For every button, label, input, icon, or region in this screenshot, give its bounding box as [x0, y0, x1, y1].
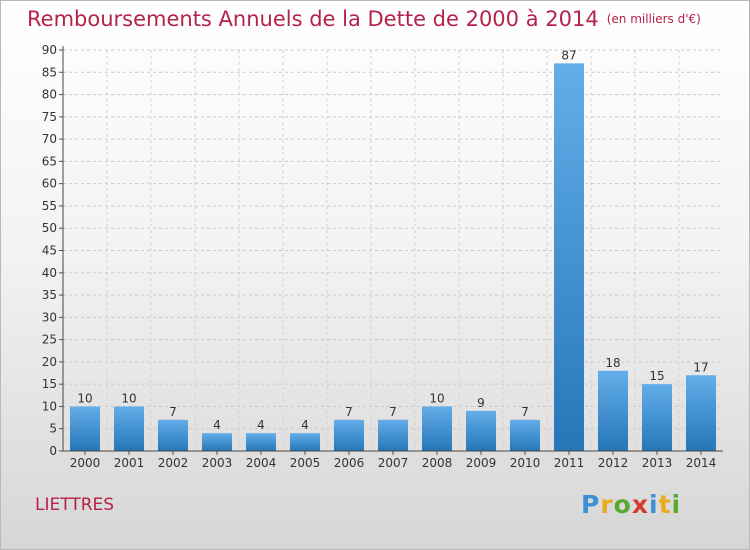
data-label-2012: 18 [605, 356, 620, 370]
logo-letter: i [671, 490, 682, 519]
chart-title: Remboursements Annuels de la Dette de 20… [27, 7, 701, 31]
data-label-2009: 9 [477, 396, 485, 410]
data-label-2008: 10 [429, 391, 444, 405]
y-tick-label: 15 [42, 377, 57, 391]
bar-2010 [510, 419, 540, 451]
logo-letter: x [631, 490, 649, 519]
logo-letter: P [581, 490, 601, 519]
x-tick-label-2008: 2008 [422, 456, 453, 470]
bar-2011 [554, 63, 584, 451]
x-tick-label-2002: 2002 [158, 456, 189, 470]
data-label-2003: 4 [213, 418, 221, 432]
chart-unit: (en milliers d'€) [606, 12, 701, 26]
commune-name: LIETTRES [35, 495, 115, 515]
data-label-2007: 7 [389, 405, 397, 419]
chart-title-text: Remboursements Annuels de la Dette de 20… [27, 7, 599, 31]
axis-layer: 0 5 10 15 20 25 30 35 40 45 50 55 60 65 70 75 80 85 90 2000… [42, 43, 723, 470]
data-label-2014: 17 [693, 360, 708, 374]
bar-2007 [378, 419, 408, 451]
y-tick-label: 60 [42, 177, 57, 191]
y-tick-label: 5 [49, 422, 57, 436]
bar-2009 [466, 410, 496, 451]
bar-2013 [642, 384, 672, 451]
y-tick-label: 50 [42, 221, 57, 235]
y-tick-label: 75 [42, 110, 57, 124]
y-tick-label: 65 [42, 154, 57, 168]
x-tick-label-2013: 2013 [642, 456, 673, 470]
bar-2006 [334, 419, 364, 451]
data-label-2004: 4 [257, 418, 265, 432]
data-label-2005: 4 [301, 418, 309, 432]
bar-2003 [202, 433, 232, 451]
x-tick-label-2000: 2000 [70, 456, 101, 470]
x-tick-label-2012: 2012 [598, 456, 629, 470]
data-label-2011: 87 [561, 48, 576, 62]
y-tick-label: 45 [42, 244, 57, 258]
y-tick-label: 70 [42, 132, 57, 146]
bar-2001 [114, 406, 144, 451]
x-tick-label-2005: 2005 [290, 456, 321, 470]
y-tick-label: 0 [49, 444, 57, 458]
y-tick-label: 20 [42, 355, 57, 369]
y-tick-label: 40 [42, 266, 57, 280]
bar-layer [70, 63, 716, 451]
y-tick-label: 25 [42, 333, 57, 347]
y-tick-label: 30 [42, 310, 57, 324]
bar-2014 [686, 375, 716, 451]
x-tick-label-2011: 2011 [554, 456, 585, 470]
y-tick-label: 90 [42, 43, 57, 57]
data-label-2006: 7 [345, 405, 353, 419]
x-tick-label-2010: 2010 [510, 456, 541, 470]
bar-2004 [246, 433, 276, 451]
bar-2000 [70, 406, 100, 451]
data-label-2001: 10 [121, 391, 136, 405]
y-tick-label: 85 [42, 65, 57, 79]
y-tick-label: 10 [42, 399, 57, 413]
y-tick-label: 55 [42, 199, 57, 213]
x-tick-label-2007: 2007 [378, 456, 409, 470]
x-tick-label-2006: 2006 [334, 456, 365, 470]
bar-2005 [290, 433, 320, 451]
data-label-2000: 10 [77, 391, 92, 405]
x-tick-label-2014: 2014 [686, 456, 717, 470]
x-tick-label-2003: 2003 [202, 456, 233, 470]
y-tick-label: 80 [42, 88, 57, 102]
x-tick-label-2009: 2009 [466, 456, 497, 470]
bar-2008 [422, 406, 452, 451]
x-tick-label-2001: 2001 [114, 456, 145, 470]
label-layer: 10 10 7 4 4 4 7 7 10 9 7 87 18 15 17 [77, 48, 708, 432]
data-label-2002: 7 [169, 405, 177, 419]
data-label-2010: 7 [521, 405, 529, 419]
logo-letter: t [658, 490, 672, 519]
y-tick-label: 35 [42, 288, 57, 302]
data-label-2013: 15 [649, 369, 664, 383]
bar-2012 [598, 370, 628, 451]
proxiti-logo: Proxiti [581, 490, 681, 519]
logo-letter: o [613, 490, 632, 519]
logo-letter: r [600, 490, 614, 519]
bar-2002 [158, 419, 188, 451]
logo-letter: i [649, 490, 659, 519]
x-tick-label-2004: 2004 [246, 456, 277, 470]
